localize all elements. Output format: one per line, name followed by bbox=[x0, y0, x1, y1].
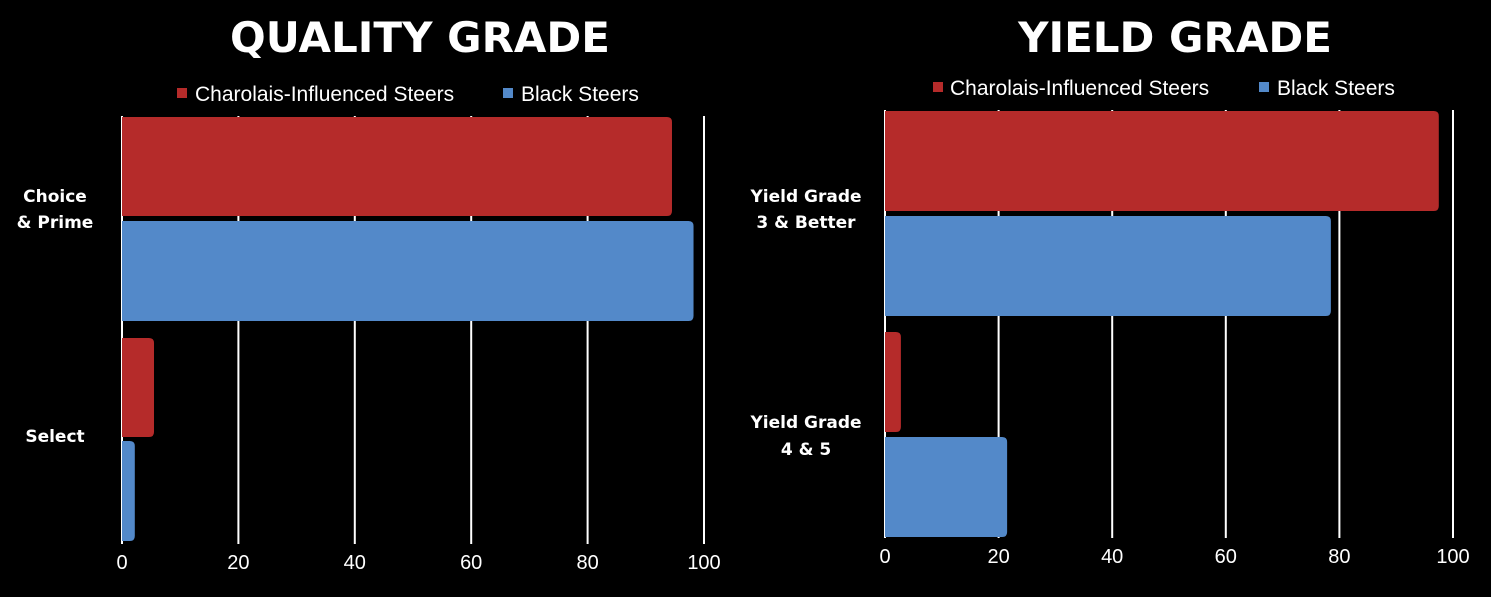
x-tick-label: 80 bbox=[1328, 546, 1350, 568]
chart-panel-2: YIELD GRADE Charolais-Influenced Steers Bl… bbox=[749, 13, 1469, 568]
legend-swatch bbox=[503, 88, 513, 98]
category-label: 4 & 5 bbox=[781, 440, 831, 460]
legend-swatch bbox=[933, 82, 943, 92]
x-tick-label: 0 bbox=[879, 546, 890, 568]
legend-label: Charolais-Influenced Steers bbox=[950, 77, 1209, 100]
x-tick-label: 40 bbox=[344, 552, 366, 574]
category-label: Choice bbox=[23, 187, 87, 207]
category-label: & Prime bbox=[17, 213, 94, 233]
x-tick-label: 20 bbox=[987, 546, 1009, 568]
x-tick-label: 60 bbox=[460, 552, 482, 574]
x-tick-label: 0 bbox=[116, 552, 127, 574]
chart-panel-1: QUALITY GRADE Charolais-Influenced Steers… bbox=[17, 13, 721, 574]
x-tick-label: 80 bbox=[576, 552, 598, 574]
category-label: Yield Grade bbox=[749, 413, 861, 433]
x-tick-label: 60 bbox=[1215, 546, 1237, 568]
x-tick-label: 40 bbox=[1101, 546, 1123, 568]
category-label: Yield Grade bbox=[749, 187, 861, 207]
legend-label: Black Steers bbox=[521, 83, 639, 106]
bar bbox=[122, 221, 694, 321]
category-label: 3 & Better bbox=[756, 213, 856, 233]
legend-label: Black Steers bbox=[1277, 77, 1395, 100]
legend-swatch bbox=[177, 88, 187, 98]
bar bbox=[885, 111, 1439, 211]
chart-title: QUALITY GRADE bbox=[230, 13, 610, 62]
bar bbox=[885, 437, 1008, 537]
category-label: Select bbox=[25, 427, 84, 447]
x-tick-label: 20 bbox=[227, 552, 249, 574]
bar bbox=[122, 117, 672, 216]
legend-label: Charolais-Influenced Steers bbox=[195, 83, 454, 106]
legend-swatch bbox=[1259, 82, 1269, 92]
x-tick-label: 100 bbox=[687, 552, 720, 574]
bar bbox=[885, 332, 901, 432]
bar bbox=[122, 338, 155, 437]
x-tick-label: 100 bbox=[1436, 546, 1469, 568]
bar bbox=[885, 216, 1331, 316]
bar bbox=[122, 441, 135, 541]
chart-title: YIELD GRADE bbox=[1017, 13, 1332, 62]
